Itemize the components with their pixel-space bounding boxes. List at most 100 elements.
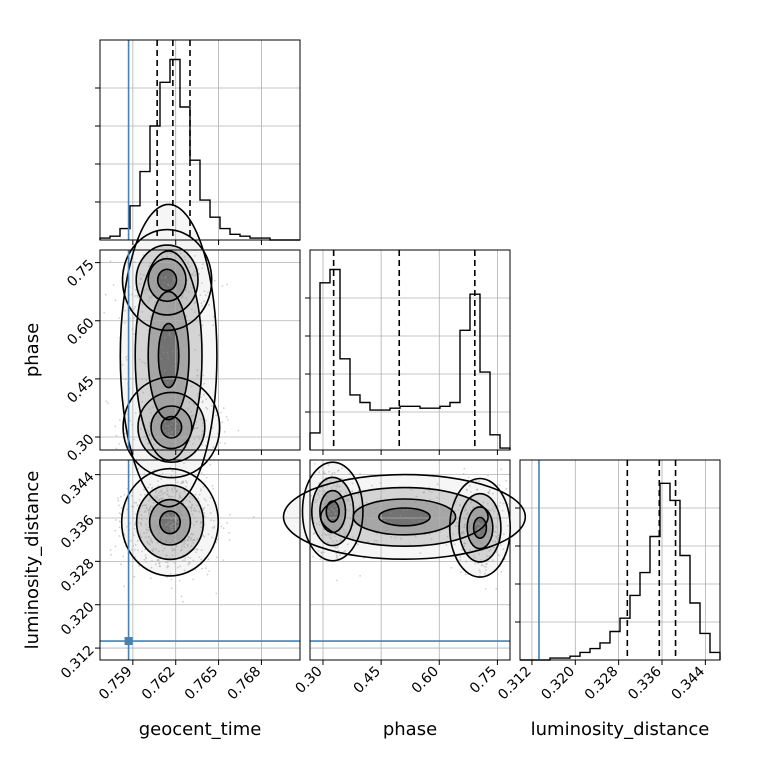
scatter-point [159,529,162,531]
scatter-point [170,442,173,445]
scatter-point [153,469,156,471]
scatter-point [167,425,170,428]
scatter-point [151,507,154,509]
scatter-point [433,513,436,516]
scatter-point [201,324,204,327]
contour-line [160,415,183,439]
scatter-point [479,542,482,545]
scatter-point [418,520,421,522]
scatter-point [184,522,187,525]
scatter-point [181,520,184,523]
scatter-point [461,532,463,535]
scatter-point [436,483,439,486]
scatter-point [153,510,156,512]
y-tick-label: 0.320 [58,599,98,639]
scatter-point [221,421,224,424]
scatter-point [323,472,325,475]
scatter-point [150,566,153,569]
scatter-point [338,486,341,488]
scatter-point [173,398,176,401]
scatter-point [133,307,136,310]
scatter-point [462,530,464,533]
scatter-point [153,523,155,525]
scatter-point [163,547,166,550]
scatter-point [165,504,168,506]
scatter-point [140,524,143,527]
scatter-point [158,565,161,567]
contour-line [282,473,527,561]
scatter-point [177,538,180,540]
scatter-point [161,439,164,441]
scatter-point [313,463,316,465]
scatter-point [339,540,342,542]
scatter-point [475,523,478,526]
scatter-point [153,443,155,446]
scatter-point [181,269,184,272]
scatter-point [170,547,173,550]
scatter-point [183,279,186,281]
scatter-point [164,275,167,278]
scatter-point [162,409,165,411]
scatter-point [156,286,159,288]
scatter-point [464,523,466,526]
scatter-point [213,527,216,529]
scatter-point [179,510,182,513]
scatter-point [357,515,360,517]
scatter-point [143,558,146,561]
scatter-point [345,531,347,534]
scatter-point [140,536,143,539]
scatter-point [181,518,184,520]
scatter-point [161,497,163,499]
scatter-point [171,282,174,285]
scatter-point [355,506,357,509]
scatter-point [463,545,466,547]
scatter-point [151,487,153,490]
scatter-point [318,523,321,526]
scatter-point [327,510,329,513]
scatter-point [140,522,143,524]
scatter-point [197,392,200,395]
scatter-point [481,564,483,566]
scatter-point [215,592,218,595]
scatter-point [133,316,136,319]
scatter-point [339,500,341,502]
scatter-point [181,434,183,437]
scatter-point [158,305,161,308]
scatter-point [166,388,169,391]
scatter-point [170,495,173,498]
scatter-point [149,297,152,300]
scatter-point [505,479,507,482]
scatter-point [148,434,151,437]
scatter-point [169,507,172,510]
scatter-point [339,539,342,541]
scatter-point [139,532,142,535]
scatter-point [165,441,168,444]
scatter-point [195,273,197,276]
scatter-point [145,379,148,381]
scatter-point [118,535,121,537]
scatter-point [160,536,163,538]
scatter-point [203,507,206,509]
scatter-point [176,481,179,484]
scatter-point [161,386,164,388]
scatter-point [430,509,433,512]
scatter-point [138,283,141,285]
scatter-point [156,424,159,427]
scatter-point [160,478,163,481]
scatter-point [209,512,212,515]
scatter-point [167,357,169,360]
scatter-point [165,524,168,526]
scatter-point [157,494,159,497]
scatter-point [185,480,187,482]
scatter-point [171,526,174,529]
scatter-point [170,578,173,581]
scatter-point [164,336,166,339]
scatter-point [460,532,463,534]
scatter-point [338,485,341,488]
scatter-point [473,537,476,540]
scatter-point [183,514,185,517]
scatter-point [316,522,318,525]
scatter-point [401,502,404,505]
scatter-point [163,263,166,266]
scatter-point [454,509,457,512]
